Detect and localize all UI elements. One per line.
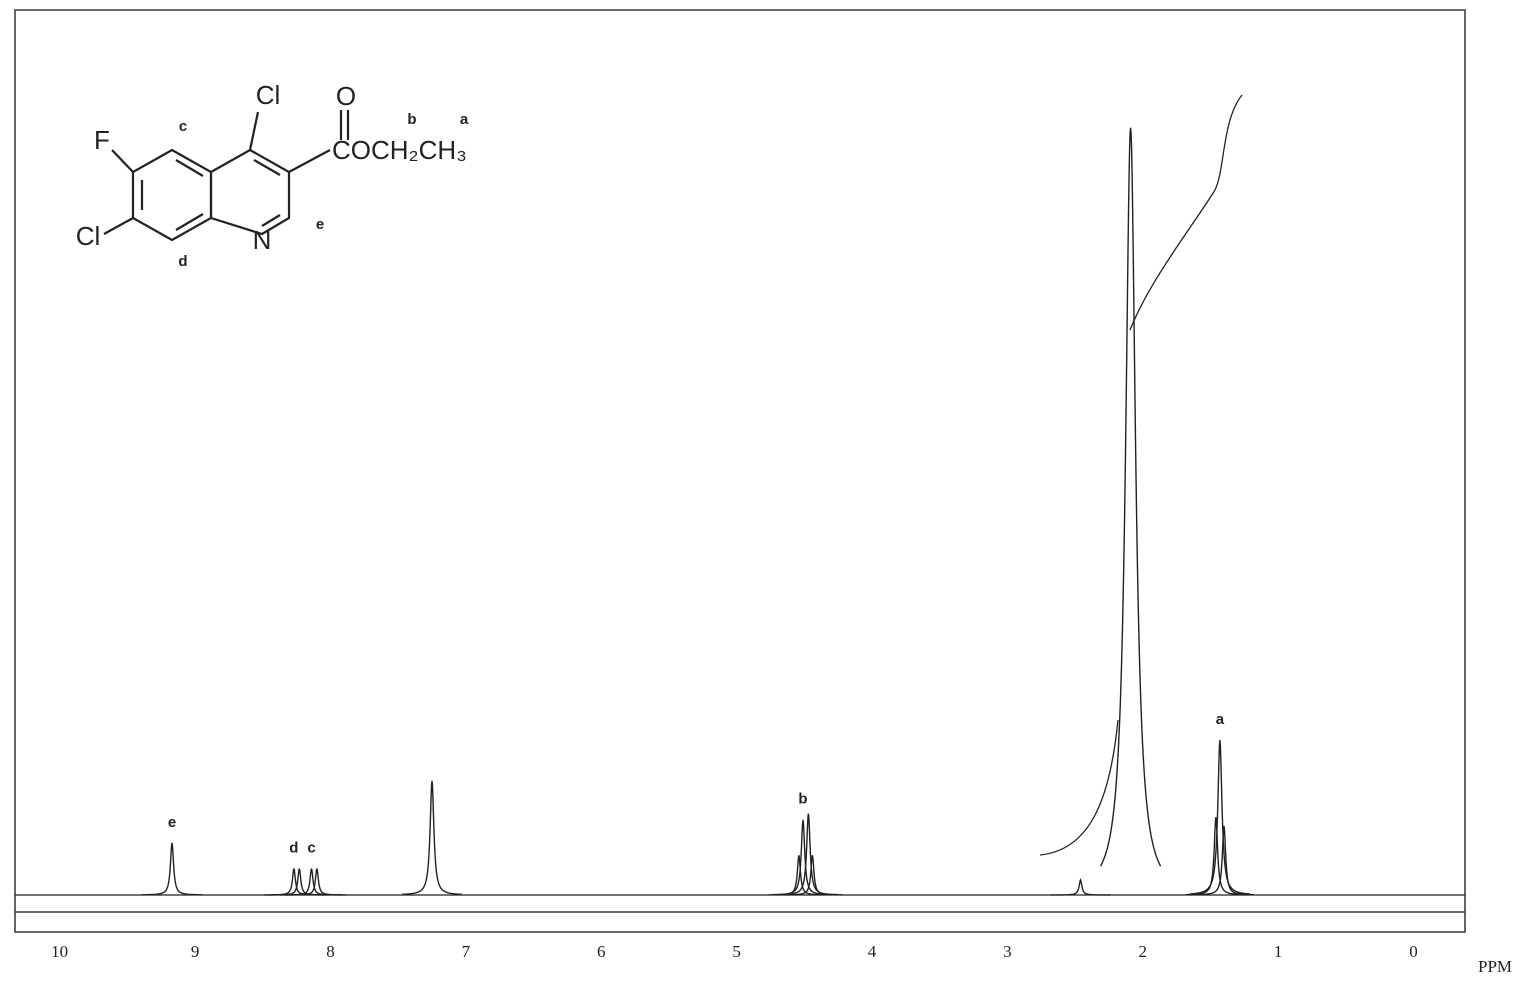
proton-label: b xyxy=(407,111,416,128)
proton-label: a xyxy=(460,111,469,128)
atom-label: Cl xyxy=(256,80,281,110)
bond xyxy=(261,214,281,227)
bond xyxy=(111,149,134,173)
bond xyxy=(248,111,260,151)
peak xyxy=(778,813,839,896)
x-tick-label: 0 xyxy=(1409,942,1418,961)
proton-label: e xyxy=(316,216,324,233)
x-axis-label: PPM xyxy=(1478,957,1512,976)
peak-label: a xyxy=(1216,711,1225,728)
peak-label: c xyxy=(307,839,315,856)
peak-label: b xyxy=(798,791,807,808)
atom-label: F xyxy=(94,125,110,155)
atom-label: N xyxy=(253,225,272,255)
integral-curve xyxy=(1039,719,1119,856)
x-tick-label: 8 xyxy=(326,942,335,961)
peak xyxy=(1099,127,1162,867)
peak-label: d xyxy=(289,839,298,856)
x-tick-label: 5 xyxy=(732,942,741,961)
peak xyxy=(1189,740,1251,895)
peak-label: e xyxy=(168,814,176,831)
proton-label: d xyxy=(178,253,187,270)
atom-label: O xyxy=(336,81,356,111)
proton-label: c xyxy=(179,118,187,135)
peak xyxy=(1194,825,1254,896)
peak xyxy=(269,868,330,896)
x-tick-label: 4 xyxy=(868,942,877,961)
plot-frame xyxy=(14,9,1466,933)
atom-label: Cl xyxy=(76,221,101,251)
x-tick-label: 7 xyxy=(462,942,471,961)
x-tick-label: 2 xyxy=(1139,942,1148,961)
benzene-ring xyxy=(131,148,213,242)
peak xyxy=(782,855,843,896)
x-tick-label: 3 xyxy=(1003,942,1012,961)
peak xyxy=(401,780,463,896)
pyridine-ring xyxy=(209,148,291,236)
integral-curve xyxy=(1129,94,1243,331)
bond xyxy=(288,149,331,173)
peak xyxy=(1050,878,1111,896)
peak xyxy=(286,868,347,896)
bond xyxy=(253,159,281,176)
x-tick-label: 1 xyxy=(1274,942,1283,961)
molecule xyxy=(103,110,350,242)
bond xyxy=(175,213,204,231)
x-tick-label: 6 xyxy=(597,942,606,961)
x-tick-label: 9 xyxy=(191,942,200,961)
x-tick-label: 10 xyxy=(51,942,68,961)
peak xyxy=(142,842,202,896)
bond xyxy=(103,217,134,235)
bond xyxy=(175,159,204,177)
peak xyxy=(768,855,830,896)
atom-label: COCH₂CH₃ xyxy=(332,135,467,165)
